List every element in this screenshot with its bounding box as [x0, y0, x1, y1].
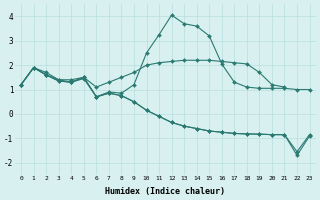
- X-axis label: Humidex (Indice chaleur): Humidex (Indice chaleur): [105, 187, 225, 196]
